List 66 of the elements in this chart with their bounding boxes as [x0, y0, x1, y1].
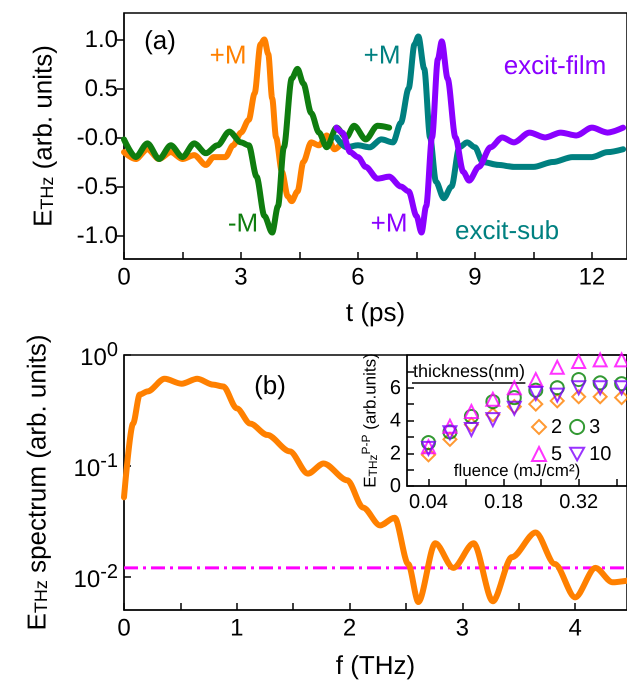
x-tick-label: 0.04 — [408, 491, 448, 513]
annotation: excit-sub — [454, 215, 560, 245]
point — [528, 396, 544, 412]
x-tick-label: 0.32 — [559, 491, 598, 513]
annotation: (b) — [254, 370, 286, 400]
y-tick-label: 4 — [390, 410, 401, 432]
y-tick-label: 10$^{0}$ — [80, 339, 118, 371]
legend-label: 10 — [589, 443, 612, 465]
y-tick-label: 1.0 — [84, 26, 118, 53]
legend-label: 3 — [589, 416, 600, 438]
point — [485, 412, 500, 428]
annotation: excit-film — [504, 50, 606, 80]
point — [464, 408, 479, 424]
point — [571, 389, 586, 404]
series-label: +M — [210, 39, 246, 70]
point — [571, 380, 586, 396]
point — [550, 393, 565, 408]
x-tick-label: 3 — [234, 264, 248, 290]
point — [592, 352, 608, 368]
x-tick-label: 4 — [568, 614, 582, 642]
x-tick-label: 12 — [578, 264, 606, 290]
annotation: (a) — [144, 25, 176, 55]
y-tick-label: -0.0 — [76, 124, 118, 151]
point — [592, 380, 608, 396]
series-label: +M — [370, 208, 408, 238]
x-tick-label: 6 — [351, 264, 365, 290]
y-tick-label: 10$^{-2}$ — [74, 560, 118, 593]
y-tick-label: 2 — [390, 442, 401, 464]
x-tick-label: 0.18 — [484, 491, 524, 513]
point — [506, 380, 522, 396]
y-axis-title: ETHzP-P (arb.units) — [358, 353, 380, 488]
series-label: -M — [228, 208, 258, 238]
y-tick-label: 0.5 — [84, 74, 118, 102]
x-tick-label: 9 — [468, 264, 482, 290]
legend-label: 2 — [551, 416, 562, 438]
y-tick-label: 0 — [390, 475, 401, 497]
legend-title: thickness(nm) — [413, 361, 526, 381]
point — [592, 375, 608, 390]
series-label: +M — [364, 39, 400, 70]
point — [485, 407, 500, 422]
x-tick-label: 2 — [342, 614, 356, 642]
point — [550, 380, 565, 396]
point — [528, 386, 544, 401]
point — [550, 360, 565, 375]
x-tick-label: 3 — [456, 614, 470, 642]
point — [420, 435, 436, 450]
point — [464, 417, 479, 432]
x-tick-label: 1 — [230, 614, 244, 642]
x-axis-title: f (THz) — [336, 650, 416, 680]
point — [571, 354, 586, 370]
x-axis-title: t (ps) — [346, 297, 406, 327]
y-tick-label: -1.0 — [76, 222, 118, 249]
point — [506, 390, 522, 406]
point — [528, 372, 544, 388]
point — [550, 388, 565, 403]
y-tick-label: 6 — [390, 376, 401, 399]
point — [420, 447, 436, 462]
point — [464, 422, 479, 438]
y-axis-title: ETHz spectrum (arb. units) — [22, 334, 52, 630]
y-tick-label: -0.5 — [76, 172, 118, 200]
point — [464, 404, 479, 419]
y-tick-label: 10$^{-1}$ — [74, 450, 118, 482]
point — [528, 382, 544, 398]
point — [592, 389, 608, 404]
point — [571, 372, 586, 388]
y-axis-title: ETHz (arb. units) — [28, 45, 58, 227]
